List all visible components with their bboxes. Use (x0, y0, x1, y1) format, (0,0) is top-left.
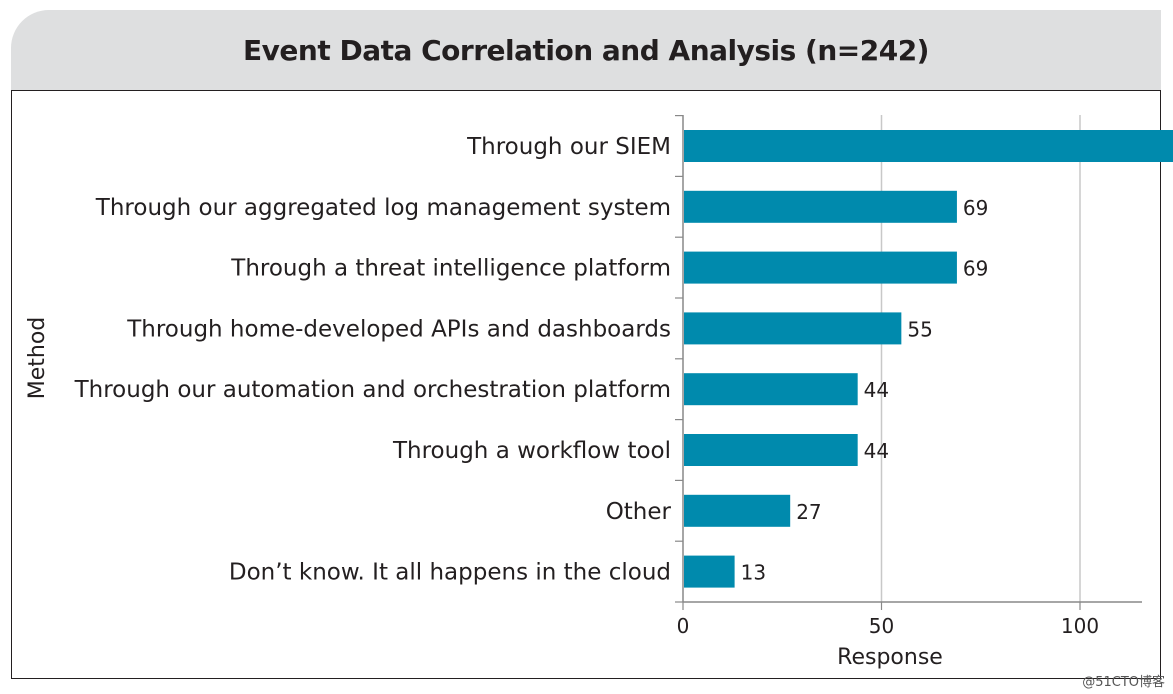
axes (675, 114, 1142, 610)
bar (684, 312, 902, 345)
category-label: Through a threat intelligence platform (230, 256, 671, 282)
bar (684, 555, 735, 588)
bar (684, 190, 957, 223)
category-label: Other (606, 499, 672, 525)
bar (684, 251, 957, 284)
category-label: Through our aggregated log management sy… (95, 195, 671, 221)
category-label: Through our SIEM (466, 134, 671, 160)
category-label: Don’t know. It all happens in the cloud (229, 560, 671, 586)
category-label: Through our automation and orchestration… (74, 377, 671, 403)
bar (684, 130, 1173, 162)
x-tick-label: 100 (1061, 614, 1099, 638)
bar (684, 373, 858, 406)
watermark: @51CTO博客 (1082, 675, 1165, 690)
data-label: 13 (741, 561, 766, 585)
labels: 050100150200Through our SIEM184Through o… (74, 134, 1099, 638)
y-axis-title: Method (25, 317, 50, 400)
chart-title-banner: Event Data Correlation and Analysis (n=2… (11, 10, 1161, 90)
chart-frame (11, 90, 1161, 679)
bars (684, 130, 1173, 588)
data-label: 55 (907, 317, 932, 341)
category-label: Through home-developed APIs and dashboar… (126, 316, 671, 342)
data-label: 69 (963, 196, 988, 220)
category-label: Through a workflow tool (392, 438, 671, 464)
data-label: 27 (796, 500, 821, 524)
bar (684, 494, 791, 527)
data-label: 69 (963, 257, 988, 281)
data-label: 44 (864, 439, 889, 463)
bar (684, 434, 858, 466)
x-tick-label: 0 (677, 614, 690, 638)
chart-title: Event Data Correlation and Analysis (n=2… (243, 33, 929, 67)
x-tick-label: 50 (869, 614, 894, 638)
gridlines (880, 115, 1081, 602)
x-axis-title: Response (837, 645, 943, 670)
data-label: 44 (864, 378, 889, 402)
